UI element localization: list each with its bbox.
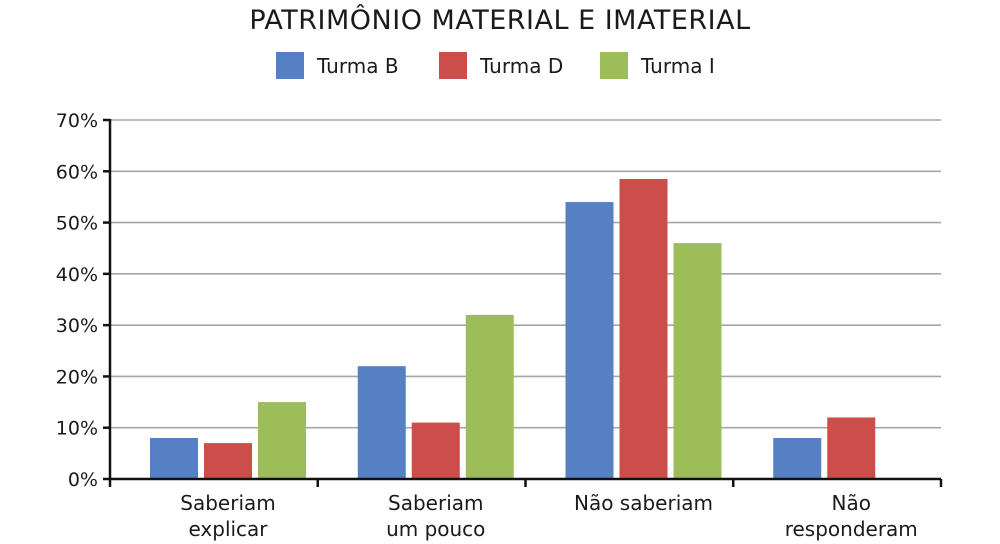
legend-item: Turma B [276, 52, 399, 79]
bar [773, 437, 822, 479]
legend-item: Turma D [439, 52, 563, 79]
y-tick-label: 70% [56, 110, 98, 132]
bar [619, 178, 668, 479]
y-tick-label: 60% [56, 161, 98, 183]
y-tick-label: 20% [56, 366, 98, 388]
bars [150, 178, 876, 480]
bar [204, 443, 252, 479]
y-tick-label: 30% [56, 315, 98, 337]
x-category-label: Saberiam um pouco [386, 491, 485, 541]
chart-title: PATRIMÔNIO MATERIAL E IMATERIAL [249, 4, 750, 36]
bar [258, 402, 306, 479]
legend-swatch [600, 52, 628, 79]
y-tick-label: 0% [68, 469, 98, 491]
legend-swatch [276, 52, 304, 79]
legend-label: Turma D [479, 54, 563, 78]
x-category-label: Não responderam [785, 491, 918, 541]
legend-item: Turma I [600, 52, 715, 79]
gridlines [110, 119, 941, 429]
y-tick-label: 10% [56, 418, 98, 440]
y-tick-labels: 0% 10% 20% 30% 40% 50% 60% 70% [56, 110, 98, 491]
bar [357, 366, 406, 479]
axes [103, 118, 943, 487]
bar [565, 202, 614, 480]
legend: Turma B Turma D Turma I [276, 52, 715, 79]
legend-label: Turma B [316, 54, 399, 78]
legend-label: Turma I [640, 54, 715, 78]
x-category-label: Saberiam explicar [180, 491, 275, 541]
bar [673, 243, 722, 479]
legend-swatch [439, 52, 467, 79]
bar [150, 437, 198, 479]
bar [411, 422, 460, 479]
x-category-labels: Saberiam explicar Saberiam um pouco Não sabe… [180, 491, 918, 541]
bar [827, 417, 876, 479]
y-tick-label: 50% [56, 213, 98, 235]
bar [465, 314, 514, 479]
x-category-label: Não saberiam [574, 491, 713, 515]
y-tick-label: 40% [56, 264, 98, 286]
